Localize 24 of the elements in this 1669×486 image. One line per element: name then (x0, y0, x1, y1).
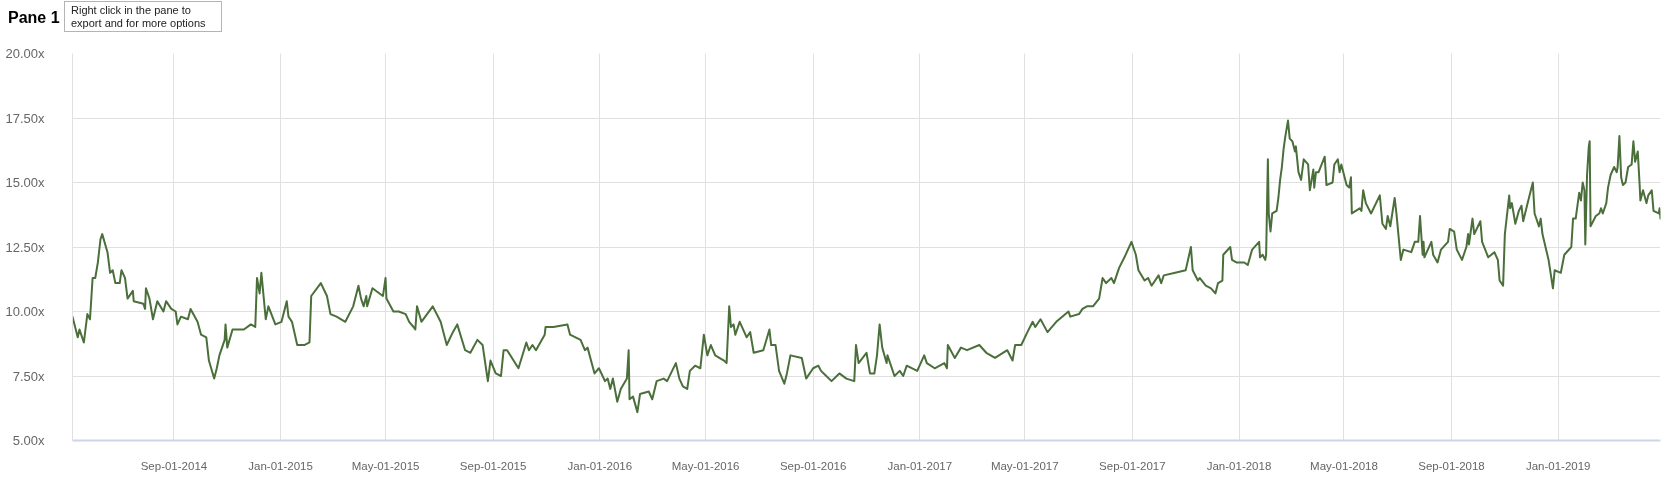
x-tick-label: Sep-01-2016 (779, 459, 847, 472)
y-tick-label: 17.50x (5, 110, 45, 126)
y-tick-label: 15.00x (5, 175, 45, 190)
x-tick-label: Jan-01-2019 (1525, 459, 1591, 472)
x-tick-label: Jan-01-2016 (567, 459, 633, 472)
text: Right click in the pane to export and for more options (71, 4, 207, 30)
y-tick-label: 12.50x (5, 239, 45, 255)
x-tick-label: Jan-01-2015 (248, 459, 313, 472)
x-tick-label: Jan-01-2017 (887, 459, 953, 472)
line-series (72, 119, 1661, 414)
x-tick-label: Sep-01-2018 (1418, 459, 1485, 472)
x-tick-label: Jan-01-2018 (1206, 459, 1272, 472)
x-tick-label: May-01-2016 (671, 459, 740, 472)
x-tick-label: Sep-01-2014 (140, 459, 208, 472)
x-tick-label: May-01-2015 (351, 459, 420, 472)
y-tick-label: 7.50x (12, 368, 45, 384)
y-tick-label: 5.00x (12, 433, 45, 448)
x-tick-label: May-01-2018 (1310, 459, 1378, 472)
y-tick-label: 10.00x (5, 304, 45, 319)
x-tick-label: May-01-2017 (990, 459, 1059, 472)
chart-title: Pane 1 (8, 9, 60, 26)
x-tick-label: Sep-01-2017 (1099, 459, 1166, 472)
y-tick-label: 20.00x (5, 46, 45, 61)
x-tick-label: Sep-01-2015 (459, 459, 527, 472)
